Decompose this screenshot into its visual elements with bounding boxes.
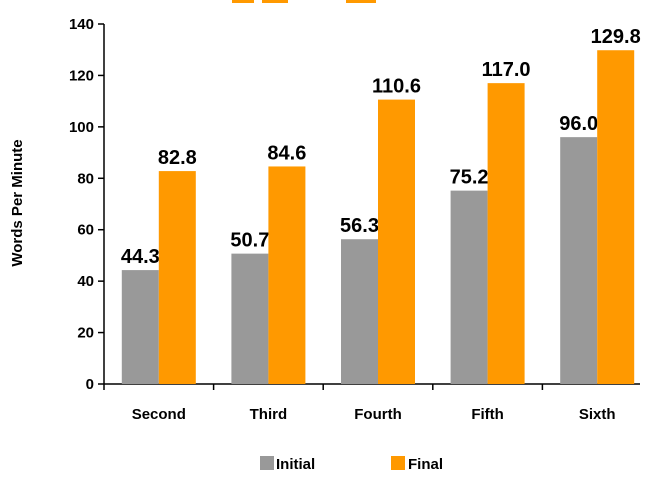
data-label-final: 84.6 <box>267 142 306 164</box>
y-tick-label: 120 <box>69 67 94 84</box>
data-label-final: 129.8 <box>591 26 641 48</box>
legend-swatch-initial <box>260 456 274 470</box>
y-axis-label: Words Per Minute <box>9 139 26 266</box>
x-tick-label: Sixth <box>579 406 616 423</box>
y-tick-label: 140 <box>69 16 94 33</box>
bar-initial <box>121 270 159 384</box>
legend-label-final: Final <box>408 456 443 472</box>
y-tick-label: 0 <box>86 376 94 393</box>
y-tick-label: 40 <box>77 273 94 290</box>
data-label-initial: 44.3 <box>121 246 160 268</box>
data-label-initial: 96.0 <box>559 113 598 135</box>
data-label-final: 110.6 <box>372 76 421 98</box>
bar-initial <box>560 137 598 384</box>
bar-final <box>597 50 635 384</box>
bar-initial <box>231 253 269 384</box>
cropped-title-fragment <box>232 0 376 3</box>
x-tick-label: Second <box>132 406 186 423</box>
bar-initial <box>450 190 488 384</box>
bar-final <box>378 99 415 384</box>
data-label-initial: 50.7 <box>230 230 269 252</box>
data-label-initial: 75.2 <box>450 167 489 189</box>
x-tick-label: Fifth <box>471 406 503 423</box>
data-label-final: 117.0 <box>482 59 531 81</box>
bar-final <box>158 171 196 384</box>
data-label-final: 82.8 <box>158 147 197 169</box>
y-tick-label: 80 <box>77 170 94 187</box>
bar-final <box>268 166 306 384</box>
bar-initial <box>341 239 378 384</box>
data-label-initial: 56.3 <box>340 215 379 237</box>
legend: Initial Final <box>260 456 443 473</box>
y-tick-label: 100 <box>69 119 94 136</box>
legend-label-initial: Initial <box>276 456 315 472</box>
bar-final <box>487 83 525 385</box>
legend-swatch-final <box>391 456 405 470</box>
x-tick-label: Fourth <box>354 406 401 423</box>
y-tick-label: 20 <box>77 325 94 342</box>
x-tick-label: Third <box>250 406 288 423</box>
y-tick-label: 60 <box>77 222 94 239</box>
plot-area: 0 20 40 60 80 100 120 140 Second 44.3 82.8 Third 50.… <box>69 16 641 423</box>
